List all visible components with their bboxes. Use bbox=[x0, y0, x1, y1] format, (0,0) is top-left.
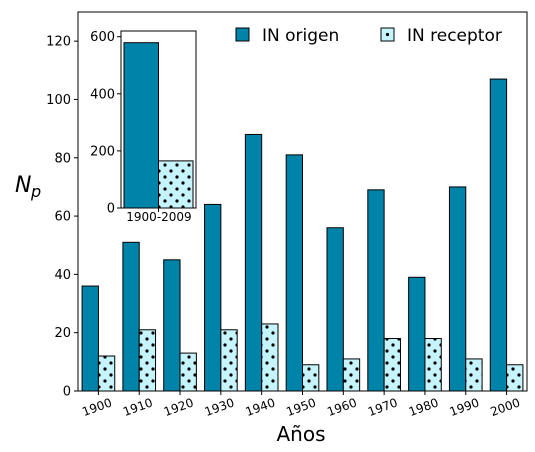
legend: IN origen IN receptor bbox=[235, 26, 502, 46]
inset-y-tick-label: 600 bbox=[90, 30, 115, 45]
x-tick-label: 2000 bbox=[488, 395, 521, 419]
x-tick-label: 1980 bbox=[407, 395, 440, 419]
main-x-axis: 1900 1910 1920 1930 1940 1950 1960 1970 1980 1990… bbox=[80, 391, 522, 419]
bar-hatch-1950 bbox=[302, 364, 319, 391]
bar-origen-1920 bbox=[163, 259, 181, 392]
inset-bars bbox=[123, 42, 194, 209]
y-axis-label-subscript: p bbox=[30, 182, 41, 201]
bar-origen-1910 bbox=[122, 241, 140, 392]
x-tick-label: 1940 bbox=[244, 395, 277, 419]
y-axis-label: N bbox=[15, 173, 31, 198]
bar-hatch-1920 bbox=[180, 353, 197, 391]
bar-hatch-1980 bbox=[424, 338, 442, 391]
x-tick-label: 1960 bbox=[325, 395, 358, 419]
x-tick-label: 1930 bbox=[203, 395, 236, 419]
y-tick-label: 0 bbox=[63, 385, 71, 400]
x-tick-label: 1950 bbox=[284, 395, 317, 419]
bar-hatch-1940 bbox=[261, 323, 279, 391]
bar-origen-1990 bbox=[448, 186, 467, 392]
bar-origen-1900 bbox=[81, 285, 99, 392]
y-tick-label: 80 bbox=[54, 151, 71, 166]
x-axis-label: Años bbox=[276, 422, 325, 446]
x-tick-label: 1900 bbox=[80, 395, 113, 419]
bar-hatch-1990 bbox=[465, 358, 483, 391]
bar-hatch-1930 bbox=[220, 329, 238, 391]
bar-hatch-2000 bbox=[506, 364, 523, 391]
legend-label-receptor: IN receptor bbox=[407, 26, 502, 46]
inset-bar-hatch bbox=[158, 160, 193, 208]
x-tick-label: 1920 bbox=[162, 395, 195, 419]
bar-hatch-1910 bbox=[139, 329, 156, 391]
bar-origen-1960 bbox=[326, 227, 344, 392]
bar-origen-2000 bbox=[489, 78, 508, 392]
inset-y-tick-label: 400 bbox=[90, 87, 115, 102]
legend-swatch-dot bbox=[385, 32, 390, 37]
bar-origen-1970 bbox=[367, 189, 385, 392]
bar-hatch-1960 bbox=[343, 358, 360, 391]
bar-origen-1980 bbox=[408, 276, 426, 392]
inset-x-tick-label: 1900-2009 bbox=[126, 210, 191, 224]
main-y-axis: 0 20 40 60 80 100 120 bbox=[46, 35, 78, 400]
x-tick-label: 1910 bbox=[121, 395, 154, 419]
bar-hatch-1970 bbox=[384, 338, 401, 391]
y-tick-label: 20 bbox=[54, 326, 71, 341]
bar-origen-1950 bbox=[285, 154, 304, 392]
inset-y-tick-label: 200 bbox=[90, 144, 115, 159]
x-tick-label: 1970 bbox=[366, 395, 399, 419]
legend-label-origen: IN origen bbox=[262, 26, 339, 46]
inset-y-axis: 0 200 400 600 bbox=[90, 30, 159, 217]
y-tick-label: 120 bbox=[46, 35, 71, 50]
inset-bar-origen bbox=[123, 42, 159, 209]
bar-hatch-1900 bbox=[98, 356, 115, 391]
main-bars bbox=[81, 78, 524, 392]
bar-origen-1930 bbox=[204, 203, 222, 392]
y-tick-label: 100 bbox=[46, 93, 71, 108]
bar-origen-1940 bbox=[244, 133, 263, 392]
y-tick-label: 40 bbox=[54, 268, 71, 283]
inset-y-tick-label: 0 bbox=[107, 202, 115, 217]
legend-swatch-origen bbox=[235, 27, 250, 42]
x-tick-label: 1990 bbox=[448, 395, 481, 419]
y-tick-label: 60 bbox=[54, 210, 71, 225]
